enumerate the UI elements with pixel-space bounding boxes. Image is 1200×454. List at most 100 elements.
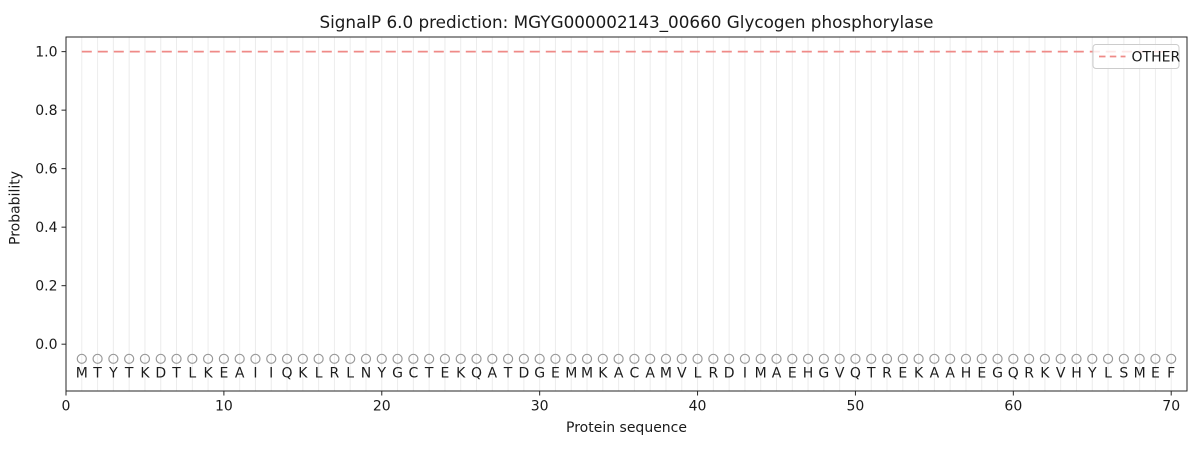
axes [65, 36, 1188, 392]
residue-letter: I [253, 366, 257, 382]
x-tick-label: 10 [215, 399, 233, 415]
residue-letter: Y [108, 366, 118, 382]
residue-letter: E [440, 366, 449, 382]
residue-letter: A [614, 366, 624, 382]
residue-letter: A [772, 366, 782, 382]
residue-marker [313, 353, 324, 364]
residue-letter: L [346, 366, 354, 382]
residue-marker [1150, 353, 1161, 364]
residue-marker [960, 353, 972, 364]
residue-marker [202, 353, 214, 364]
residue-marker [518, 353, 529, 364]
residue-marker [1071, 353, 1082, 364]
residue-marker [708, 353, 719, 364]
y-tick-label: 0.4 [35, 220, 57, 236]
x-tick-label: 0 [62, 399, 71, 415]
x-tick-label: 50 [847, 399, 865, 415]
residue-marker [550, 353, 561, 364]
residue-letter: E [977, 366, 986, 382]
residue-marker [613, 353, 624, 364]
residue-marker [802, 353, 814, 364]
residue-letter: L [694, 366, 702, 382]
residue-marker [297, 353, 308, 364]
residue-marker [92, 353, 103, 364]
residue-letter: Y [376, 366, 386, 382]
residue-letter: K [456, 366, 466, 382]
residue-letter: A [930, 366, 940, 382]
residue-marker [345, 353, 356, 364]
chart-title: SignalP 6.0 prediction: MGYG000002143_00… [319, 12, 933, 33]
x-tick-label: 20 [373, 399, 391, 415]
residue-letter: H [1071, 366, 1082, 382]
residue-letter: D [518, 366, 529, 382]
residue-marker [724, 353, 735, 364]
residue-letter: V [1056, 366, 1066, 382]
y-tick-label: 1.0 [35, 45, 57, 61]
residue-marker [1134, 353, 1145, 364]
residue-marker [281, 353, 293, 364]
residue-marker [155, 353, 166, 364]
residue-letter: M [660, 366, 672, 382]
residue-marker [1008, 353, 1019, 364]
residue-marker [976, 353, 987, 364]
residue-marker [234, 353, 245, 364]
residue-letter: C [408, 366, 418, 382]
y-tick-label: 0.6 [35, 162, 57, 178]
residue-letter: L [188, 366, 196, 382]
residue-letter: K [1040, 366, 1050, 382]
residue-letter: E [788, 366, 797, 382]
residue-marker [408, 353, 419, 364]
residue-letter: E [219, 366, 228, 382]
residue-letter: E [898, 366, 907, 382]
residue-marker [171, 353, 182, 364]
legend-box [1092, 44, 1180, 69]
residue-letter: T [424, 366, 434, 382]
residue-letter: H [961, 366, 972, 382]
residue-letter: R [708, 366, 718, 382]
residue-letter: Q [282, 366, 293, 382]
residue-letter: R [330, 366, 340, 382]
residue-marker [139, 353, 151, 364]
residue-letter: K [204, 366, 214, 382]
residue-letter: M [755, 366, 767, 382]
plot-border [65, 36, 1188, 392]
residue-letter: F [1167, 366, 1175, 382]
residue-letter: G [392, 366, 403, 382]
x-axis-label: Protein sequence [566, 420, 687, 436]
residue-letter: Q [1008, 366, 1019, 382]
residue-letter: H [803, 366, 814, 382]
residue-letter: A [488, 366, 498, 382]
residue-marker [866, 353, 877, 364]
residue-marker [881, 353, 893, 364]
residue-marker [1039, 353, 1051, 364]
residue-letter: Q [471, 366, 482, 382]
residue-letter: G [818, 366, 829, 382]
residue-letter: I [743, 366, 747, 382]
residue-letter: R [1024, 366, 1034, 382]
residue-letter: K [914, 366, 924, 382]
residue-letter: T [92, 366, 102, 382]
residue-letter: D [724, 366, 735, 382]
residue-letter: E [1151, 366, 1160, 382]
residue-marker [439, 353, 451, 364]
y-tick-label: 0.0 [35, 337, 57, 353]
residue-marker [818, 353, 829, 364]
residue-marker [913, 353, 924, 364]
residue-marker [992, 353, 1003, 364]
residue-marker [834, 353, 845, 364]
residue-letter: A [235, 366, 245, 382]
grid [81, 37, 1172, 391]
residue-marker [771, 353, 782, 364]
residue-marker [392, 353, 403, 364]
residue-marker [471, 353, 482, 364]
residue-marker [108, 353, 119, 364]
residue-markers [76, 353, 1177, 364]
residue-marker [487, 353, 498, 364]
residue-marker [566, 353, 577, 364]
residue-marker [76, 353, 87, 364]
residue-marker [739, 353, 751, 364]
x-tick-label: 40 [689, 399, 707, 415]
y-tick-label: 0.8 [35, 103, 57, 119]
